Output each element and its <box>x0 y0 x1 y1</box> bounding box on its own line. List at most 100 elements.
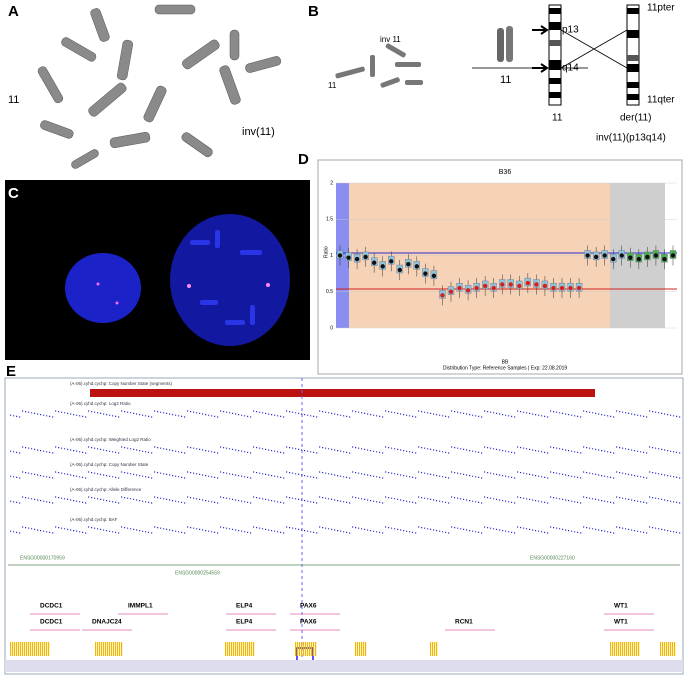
gene-label: DCDC1 <box>40 619 63 626</box>
track-label: (A-06).cyhd.cychp: Copy Number State (se… <box>70 381 173 386</box>
snp-marker <box>38 642 40 656</box>
snp-marker <box>361 642 363 656</box>
snp-marker <box>231 642 233 656</box>
panel-label: B <box>308 3 319 20</box>
snp-marker <box>40 642 42 656</box>
panel-label: A <box>8 3 19 20</box>
gene-label: PAX6 <box>300 619 317 626</box>
snp-marker <box>359 642 361 656</box>
snp-marker <box>355 642 357 656</box>
snp-marker <box>662 642 664 656</box>
data-point <box>380 264 385 269</box>
snp-marker <box>121 642 123 656</box>
data-point <box>457 285 462 291</box>
snp-marker <box>313 642 315 656</box>
pair-label: 11 <box>500 74 511 86</box>
gene-label: IMMPL1 <box>128 603 153 610</box>
data-point <box>354 256 360 262</box>
snp-marker <box>115 642 117 656</box>
snp-marker <box>18 642 20 656</box>
snp-marker <box>620 642 622 656</box>
panel-label: C <box>8 185 19 202</box>
snp-marker <box>26 642 28 656</box>
snp-marker <box>616 642 618 656</box>
y-axis-label: Ratio <box>323 246 329 258</box>
data-point <box>474 285 479 291</box>
data-point <box>414 264 420 269</box>
y-tick-label: 1 <box>330 253 333 259</box>
y-tick-label: 0.5 <box>326 289 333 295</box>
track-points <box>10 496 681 504</box>
data-point <box>534 282 539 287</box>
data-point <box>602 253 607 258</box>
data-point <box>482 283 488 289</box>
data-point <box>551 285 556 291</box>
track-label: (A-06).cyhd.cychp: Weighted Log2 Ratio <box>70 437 151 442</box>
data-point <box>389 259 394 264</box>
x-axis-label: BB <box>502 359 509 365</box>
data-point <box>662 256 667 262</box>
gene-label: DCDC1 <box>40 603 63 610</box>
snp-marker <box>113 642 115 656</box>
data-point <box>576 285 582 291</box>
track-points <box>10 410 681 418</box>
band-label: q14 <box>562 63 579 74</box>
data-point <box>593 254 599 260</box>
track-label: (A-06).cyhd.cychp: Copy Number State <box>70 462 149 467</box>
snp-marker <box>636 642 638 656</box>
gene-label: PAX6 <box>300 603 317 610</box>
snp-marker <box>301 642 303 656</box>
snp-marker <box>247 642 249 656</box>
panel-c: C <box>5 180 310 360</box>
signal <box>187 284 191 288</box>
data-point <box>525 280 531 286</box>
snp-marker <box>363 642 365 656</box>
snp-marker <box>249 642 251 656</box>
data-point <box>371 260 377 265</box>
snp-marker <box>109 642 111 656</box>
snp-marker <box>632 642 634 656</box>
snp-marker <box>311 642 313 656</box>
snp-marker <box>30 642 32 656</box>
snp-marker <box>111 642 113 656</box>
snp-marker <box>628 642 630 656</box>
data-point <box>363 254 368 260</box>
data-point <box>465 288 471 293</box>
snp-marker <box>297 642 299 656</box>
data-point <box>431 273 437 278</box>
cn-segment <box>90 389 595 397</box>
chart-title: B36 <box>499 169 512 176</box>
snp-marker <box>630 642 632 656</box>
gene-label: WT1 <box>614 603 628 610</box>
snp-marker <box>303 642 305 656</box>
gene-label: RCN1 <box>455 619 473 626</box>
data-point <box>423 271 428 276</box>
snp-marker <box>99 642 101 656</box>
snp-marker <box>674 642 676 656</box>
small-metaphase <box>335 43 423 88</box>
panel-d: D B36 Ratio BB Distribution Type: Refere… <box>298 151 683 375</box>
snp-marker <box>309 642 311 656</box>
gene-label: DNAJC24 <box>92 619 122 626</box>
snp-marker <box>22 642 24 656</box>
snp-marker <box>101 642 103 656</box>
data-point <box>397 267 402 273</box>
gene-label: ELP4 <box>236 603 253 610</box>
snp-marker <box>357 642 359 656</box>
snp-marker <box>634 642 636 656</box>
chart-subtitle: Distribution Type: Reference Samples | E… <box>443 365 568 371</box>
ensembl-label: ENSG00000170959 <box>20 555 65 561</box>
signal <box>96 282 100 286</box>
track-label: (A-06).cyhd.cychp: BAF <box>70 517 118 522</box>
snp-marker <box>12 642 14 656</box>
snp-marker <box>107 642 109 656</box>
snp-marker <box>44 642 46 656</box>
snp-marker <box>237 642 239 656</box>
snp-marker <box>227 642 229 656</box>
snp-marker <box>243 642 245 656</box>
snp-marker <box>622 642 624 656</box>
normal-label: 11 <box>552 113 563 124</box>
ensembl-label: ENSG00000227160 <box>530 555 575 561</box>
gene-label: ELP4 <box>236 619 253 626</box>
